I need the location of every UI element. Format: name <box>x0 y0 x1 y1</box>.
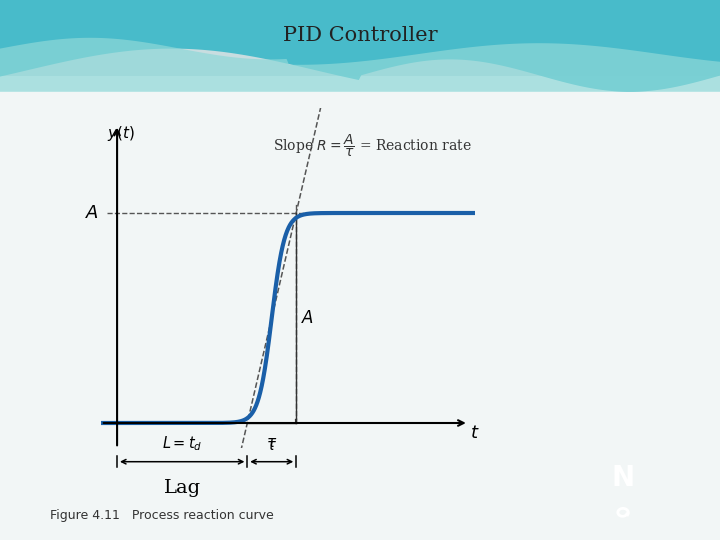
Text: N: N <box>611 464 634 492</box>
Text: $A$: $A$ <box>301 309 314 327</box>
Text: $L = t_d$: $L = t_d$ <box>162 434 202 453</box>
Text: Lag: Lag <box>163 479 201 497</box>
Text: PID Controller: PID Controller <box>283 25 437 45</box>
Text: Slope $R = \dfrac{A}{\tau}$ = Reaction rate: Slope $R = \dfrac{A}{\tau}$ = Reaction r… <box>274 133 472 159</box>
Polygon shape <box>0 38 720 92</box>
FancyBboxPatch shape <box>0 76 720 540</box>
Text: $y(t)$: $y(t)$ <box>107 124 135 143</box>
Text: $A$: $A$ <box>85 204 99 222</box>
Text: $t$: $t$ <box>470 424 480 442</box>
Text: Figure 4.11   Process reaction curve: Figure 4.11 Process reaction curve <box>50 509 274 522</box>
Text: $\tau$: $\tau$ <box>266 437 277 453</box>
Text: $\tau$: $\tau$ <box>266 435 277 449</box>
Polygon shape <box>0 0 720 92</box>
